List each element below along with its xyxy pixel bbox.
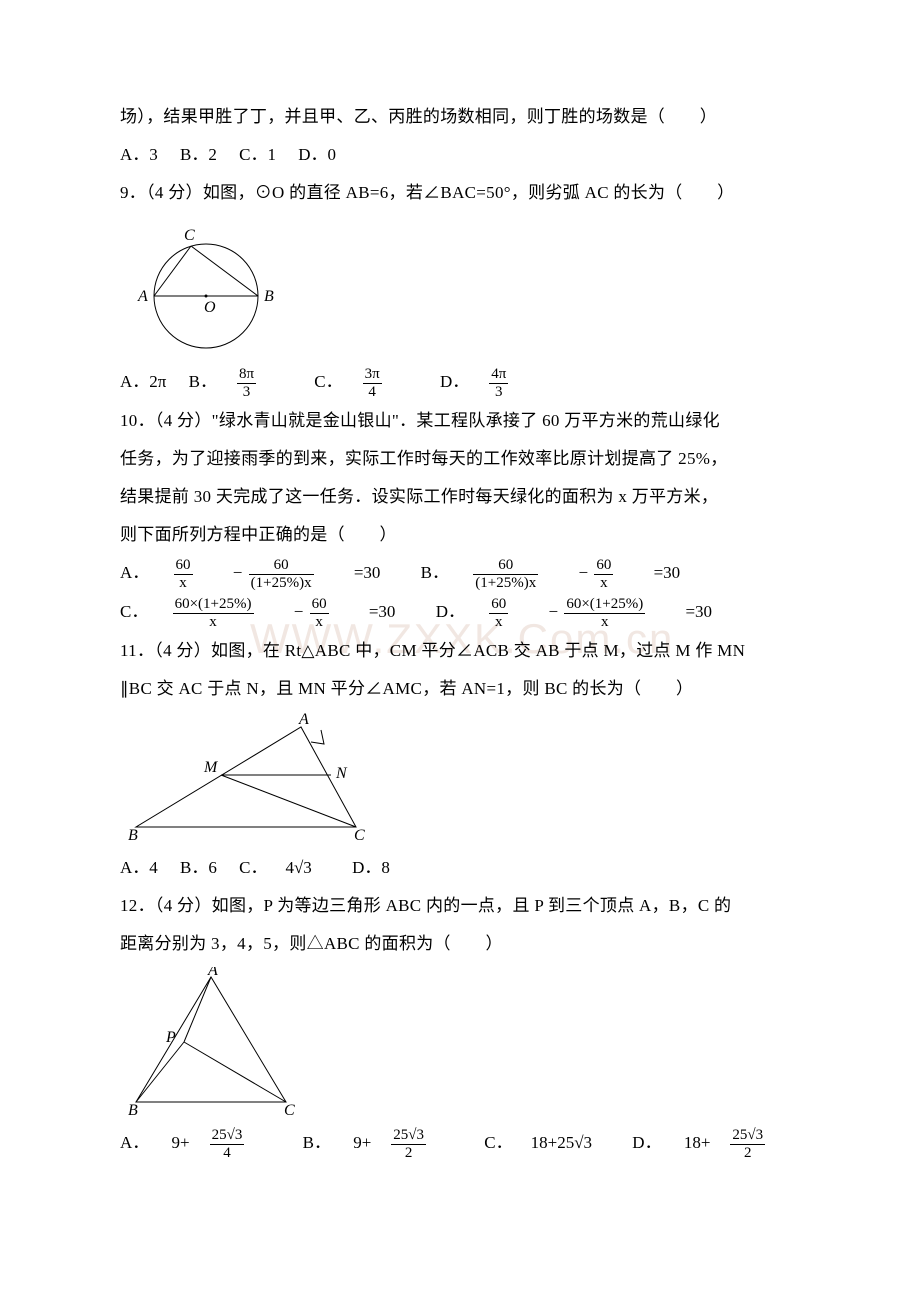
q12-opt-B: B． 9+25√32: [303, 1133, 467, 1152]
q9-options: A．2π B．8π3 C．3π4 D．4π3: [120, 365, 820, 400]
svg-text:B: B: [264, 288, 274, 305]
svg-text:M: M: [203, 759, 219, 776]
svg-text:C: C: [354, 827, 365, 842]
q10-options-row2: C． 60×(1+25%)x − 60x =30 D． 60x − 60×(1+…: [120, 595, 820, 630]
svg-text:O: O: [204, 299, 216, 316]
q10-stem-1: 10．（4 分）"绿水青山就是金山银山"．某工程队承接了 60 万平方米的荒山绿…: [120, 404, 820, 438]
q10-stem-4: 则下面所列方程中正确的是（ ）: [120, 518, 820, 552]
svg-text:P: P: [165, 1029, 176, 1046]
svg-text:A: A: [298, 712, 309, 728]
q9-opt-C: C．3π4: [314, 372, 417, 391]
q9-opt-B: B．8π3: [189, 372, 292, 391]
q9-figure: A B C O: [116, 216, 820, 361]
q12-opt-A: A． 9+25√34: [120, 1133, 285, 1152]
q11-figure: B C A M N: [116, 712, 820, 847]
q8-opt-B: B．2: [180, 145, 217, 164]
q10-opt-C: C． 60×(1+25%)x − 60x =30: [120, 602, 418, 621]
q12-options: A． 9+25√34 B． 9+25√32 C．18+25√3 D． 18+25…: [120, 1126, 820, 1161]
q11-opt-A: A．4: [120, 858, 158, 877]
q8-stem-cont: 场），结果甲胜了丁，并且甲、乙、丙胜的场数相同，则丁胜的场数是（ ）: [120, 100, 820, 134]
q11-options: A．4 B．6 C．4√3 D．8: [120, 851, 820, 885]
svg-text:C: C: [184, 227, 195, 244]
q10-stem-3: 结果提前 30 天完成了这一任务．设实际工作时每天绿化的面积为 x 万平方米，: [120, 480, 820, 514]
q12-opt-D: D． 18+25√32: [632, 1133, 801, 1152]
q10-options-row1: A． 60x − 60(1+25%)x =30 B． 60(1+25%)x − …: [120, 556, 820, 591]
q10-opt-A: A． 60x − 60(1+25%)x =30: [120, 563, 403, 582]
q8-opt-A: A．3: [120, 145, 158, 164]
q10-opt-D: D． 60x − 60×(1+25%)x =30: [436, 602, 730, 621]
q8-options: A．3 B．2 C．1 D．0: [120, 138, 820, 172]
q12-figure: B C A P: [116, 967, 820, 1122]
q11-stem-2: ∥BC 交 AC 于点 N，且 MN 平分∠AMC，若 AN=1，则 BC 的长…: [120, 672, 820, 706]
svg-text:A: A: [137, 288, 148, 305]
q11-opt-B: B．6: [180, 858, 217, 877]
q11-stem-1: 11．（4 分）如图，在 Rt△ABC 中，CM 平分∠ACB 交 AB 于点 …: [120, 634, 820, 668]
q10-stem-2: 任务，为了迎接雨季的到来，实际工作时每天的工作效率比原计划提高了 25%，: [120, 442, 820, 476]
q12-opt-C: C．18+25√3: [484, 1133, 614, 1152]
svg-text:B: B: [128, 827, 138, 842]
svg-text:C: C: [284, 1102, 295, 1117]
svg-text:N: N: [335, 765, 348, 782]
q12-stem-1: 12．（4 分）如图，P 为等边三角形 ABC 内的一点，且 P 到三个顶点 A…: [120, 889, 820, 923]
svg-text:A: A: [207, 967, 218, 979]
svg-text:B: B: [128, 1102, 138, 1117]
q12-stem-2: 距离分别为 3，4，5，则△ABC 的面积为（ ）: [120, 927, 820, 961]
q8-opt-C: C．1: [239, 145, 276, 164]
q9-opt-A: A．2π: [120, 372, 166, 391]
q9-opt-D: D．4π3: [440, 372, 544, 391]
q8-opt-D: D．0: [298, 145, 336, 164]
q11-opt-D: D．8: [352, 858, 390, 877]
q10-opt-B: B． 60(1+25%)x − 60x =30: [421, 563, 698, 582]
q11-opt-C: C．4√3: [239, 858, 330, 877]
q9-stem: 9．（4 分）如图，⊙O 的直径 AB=6，若∠BAC=50°，则劣弧 AC 的…: [120, 176, 820, 210]
